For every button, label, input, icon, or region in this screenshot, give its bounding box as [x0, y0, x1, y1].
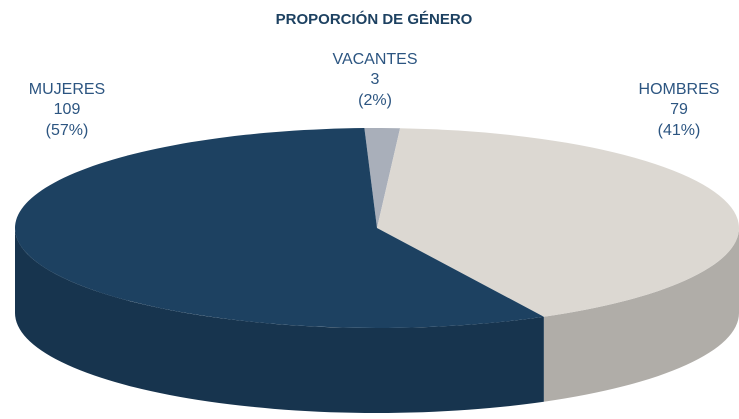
slice-value: 3: [371, 71, 380, 88]
slice: [377, 128, 739, 317]
slice-percent: (57%): [46, 122, 89, 139]
slice-value: 79: [670, 101, 688, 118]
slice-label: VACANTES: [332, 51, 417, 68]
slice-percent: (41%): [658, 122, 701, 139]
slice-side: [543, 228, 739, 402]
slice-percent: (2%): [358, 92, 392, 109]
slice-label: HOMBRES: [639, 81, 720, 98]
slice: [364, 128, 401, 228]
slice-side: [15, 228, 544, 413]
slice: [15, 128, 544, 328]
chart-title: PROPORCIÓN DE GÉNERO: [276, 10, 473, 28]
slice-label: MUJERES: [29, 81, 105, 98]
slice-value: 109: [54, 101, 81, 118]
